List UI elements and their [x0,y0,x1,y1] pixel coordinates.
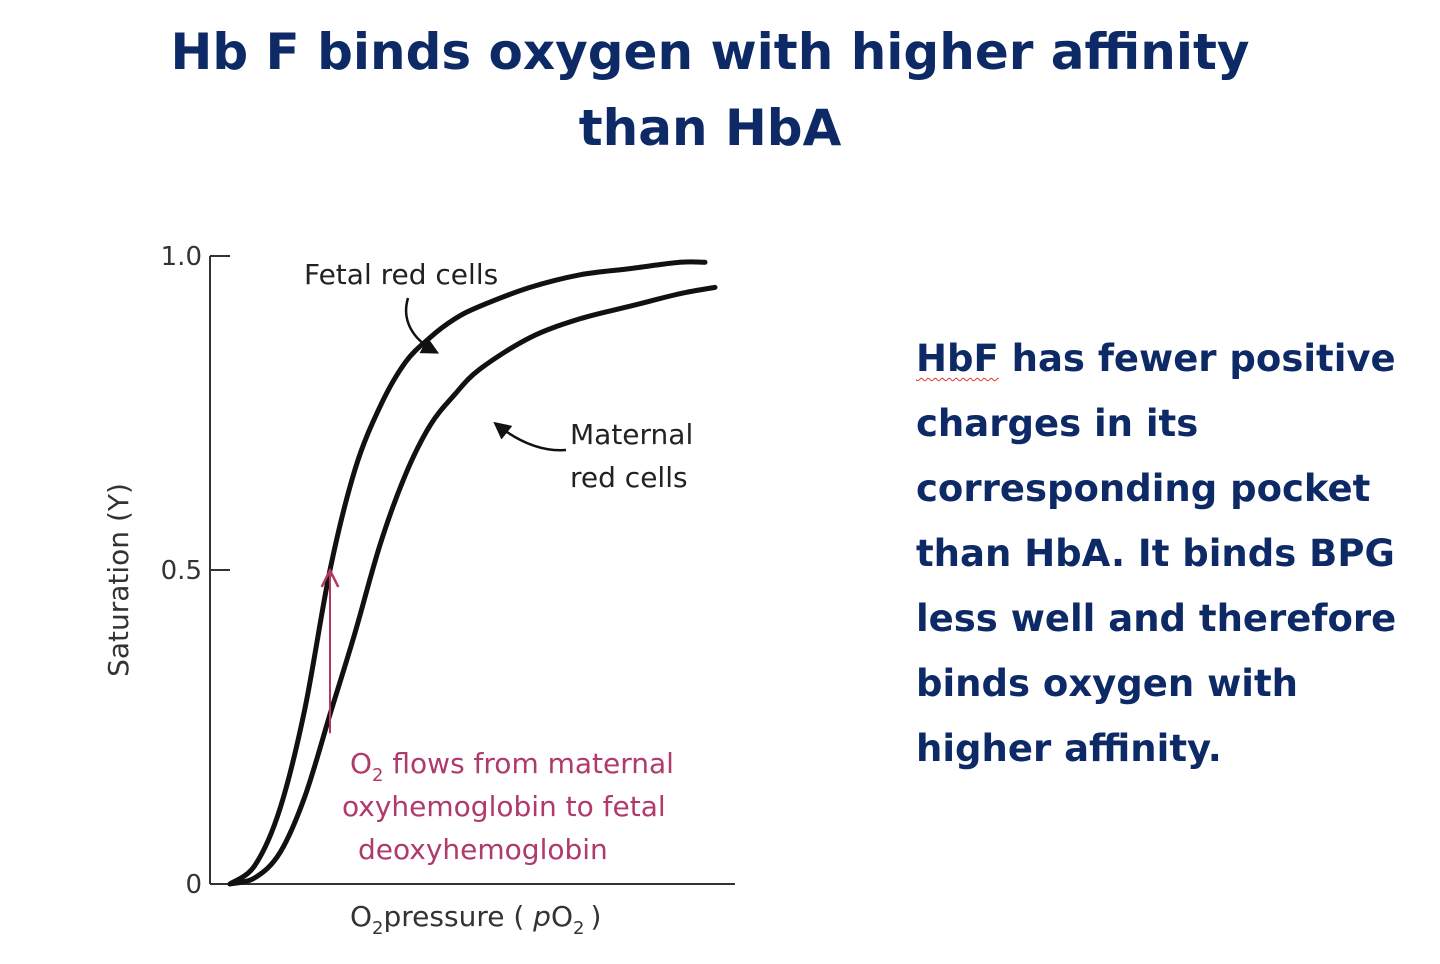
explanation-line: binds oxygen with [916,662,1298,705]
fetal-curve-label: Fetal red cells [304,258,498,291]
slide-title: Hb F binds oxygen with higher affinity t… [120,14,1300,166]
maternal-curve-label-line1: Maternal [570,418,693,451]
maternal-label-pointer [493,421,567,452]
explanation-line-rest: has fewer positive [998,337,1396,380]
curves [227,259,718,887]
slide-title-line2: than HbA [578,99,842,157]
flow-annotation-line2: oxyhemoglobin to fetal [342,790,666,823]
explanation-line: higher affinity. [916,727,1222,770]
annotations: Fetal red cells Maternal red cells O2 flows… [304,258,693,866]
explanation-line: HbF has fewer positive [916,326,1416,391]
explanation-text: HbF has fewer positive charges in its co… [916,326,1416,781]
explanation-line: charges in its [916,402,1199,445]
y-tick-label: 1.0 [161,242,202,272]
flow-annotation-line1: O2 flows from maternal [350,747,674,786]
flow-annotation-line3: deoxyhemoglobin [358,833,608,866]
slide-title-line1: Hb F binds oxygen with higher affinity [170,23,1250,81]
explanation-line: than HbA. It binds BPG [916,532,1395,575]
fetal-curve [227,259,708,887]
y-ticks: 1.0 0.5 0 [161,242,230,900]
misspelled-word: HbF [916,337,999,380]
maternal-curve-label-line2: red cells [570,461,688,494]
x-axis-label: O2pressure ( pO2) [350,900,601,939]
explanation-line: less well and therefore [916,597,1397,640]
y-axis-label: Saturation (Y) [102,483,135,677]
y-tick-label: 0.5 [161,556,202,586]
explanation-line: corresponding pocket [916,467,1371,510]
fetal-label-pointer [404,297,440,354]
maternal-curve [227,284,718,887]
y-tick-label: 0 [185,870,202,900]
